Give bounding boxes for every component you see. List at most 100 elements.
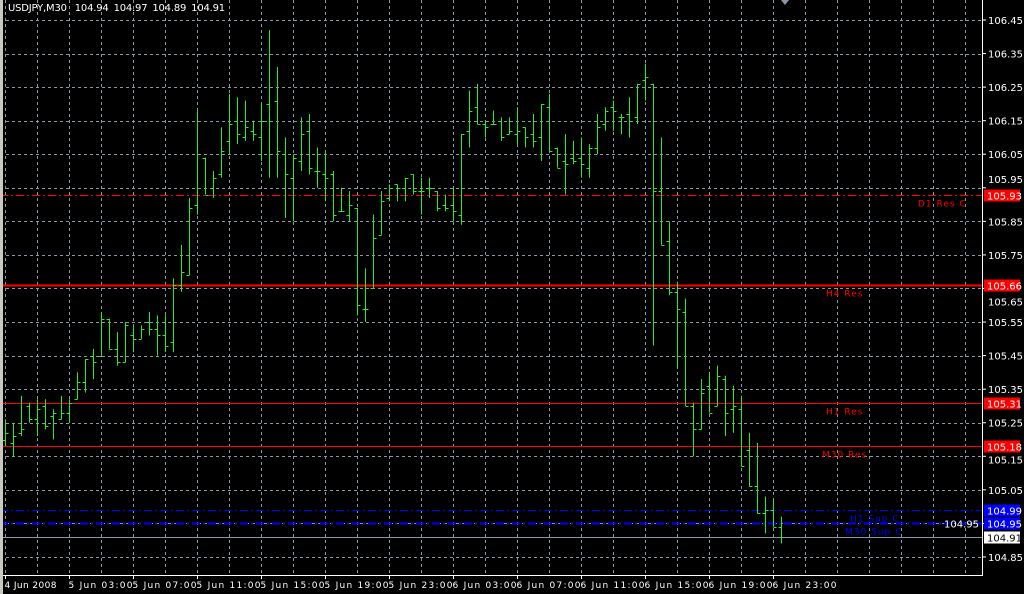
ohlc-bar xyxy=(714,365,721,407)
ohlc-bar xyxy=(426,177,433,198)
ohlc-bar xyxy=(306,113,313,175)
ohlc-bar xyxy=(698,379,705,430)
ohlc-bar xyxy=(90,348,97,380)
ohlc-bar xyxy=(578,137,585,178)
time-label: 5 Jun 03:00 xyxy=(69,581,133,591)
ohlc-bar xyxy=(186,197,193,276)
ohlc-bar xyxy=(434,191,441,212)
ohlc-bar xyxy=(658,137,665,246)
bid-tag-value: 104.91 xyxy=(987,534,1022,545)
ohlc-bar xyxy=(666,221,673,296)
ohlc-bar xyxy=(626,97,633,138)
ohlc-bar xyxy=(634,83,641,125)
ohlc-bar xyxy=(346,191,353,222)
ohlc-bar xyxy=(298,117,305,172)
ohlc-bar xyxy=(234,97,241,145)
ohlc-bar xyxy=(594,113,601,155)
ohlc-bar xyxy=(26,402,33,423)
time-label: 6 Jun 07:00 xyxy=(517,581,581,591)
ohlc-bar xyxy=(250,120,257,141)
ohlc-bar xyxy=(82,358,89,393)
ohlc-bar xyxy=(674,281,681,370)
ohlc-bar xyxy=(242,100,249,141)
time-label: 6 Jun 11:00 xyxy=(581,581,645,591)
ohlc-bar xyxy=(50,409,57,440)
grid xyxy=(0,0,982,575)
price-tag-bg xyxy=(984,397,1020,410)
time-label: 6 Jun 19:00 xyxy=(709,581,773,591)
time-label: 5 Jun 11:00 xyxy=(197,581,261,591)
ohlc-bar xyxy=(114,332,121,366)
chart-header: USDJPY,M30 104.94 104.97 104.89 104.91 xyxy=(8,3,230,14)
level-label: M30 Res xyxy=(822,451,867,461)
ohlc-bar xyxy=(522,127,529,148)
price-tag-value: 104.99 xyxy=(987,507,1022,518)
high-value: 104.97 xyxy=(113,3,148,14)
ohlc-bar xyxy=(642,63,649,101)
ohlc-bar xyxy=(282,137,289,219)
ohlc-bar xyxy=(2,419,9,447)
ohlc-bar xyxy=(722,375,729,437)
close-value: 104.91 xyxy=(191,3,225,14)
time-label: 5 Jun 07:00 xyxy=(133,581,197,591)
price-label: 105.05 xyxy=(988,486,1023,497)
price-label: 105.95 xyxy=(988,175,1023,186)
ohlc-bar xyxy=(506,117,513,135)
ohlc-bar xyxy=(618,113,625,135)
ohlc-bar xyxy=(770,499,777,528)
ohlc-bar xyxy=(98,311,105,357)
ohlc-bar xyxy=(458,134,465,225)
ohlc-bar xyxy=(314,147,321,188)
ohlc-bar xyxy=(474,83,481,125)
ohlc-bar xyxy=(266,30,273,178)
ohlc-bar xyxy=(42,399,49,430)
ohlc-bar xyxy=(394,184,401,202)
time-label: 5 Jun 23:00 xyxy=(389,581,453,591)
ohlc-bar xyxy=(450,187,457,222)
ohlc-bars xyxy=(2,30,785,544)
ohlc-bar xyxy=(378,191,385,236)
ohlc-bar xyxy=(178,244,185,292)
ohlc-bar xyxy=(106,318,113,350)
ohlc-bar xyxy=(562,134,569,195)
ohlc-bar xyxy=(354,207,361,316)
window-left-edge xyxy=(0,0,3,594)
price-label: 105.45 xyxy=(988,352,1023,363)
price-label: 105.15 xyxy=(988,455,1023,466)
ohlc-bar xyxy=(418,177,425,215)
chart-shift-marker-icon[interactable] xyxy=(781,0,789,5)
price-label: 105.65 xyxy=(988,297,1023,308)
price-label: 105.75 xyxy=(988,251,1023,262)
price-tag-value: 105.31 xyxy=(987,400,1022,411)
price-label: 106.05 xyxy=(988,150,1023,161)
price-tag-value: 105.18 xyxy=(987,443,1022,454)
ohlc-bar xyxy=(514,107,521,145)
price-label: 106.45 xyxy=(988,16,1023,27)
ohlc-bar xyxy=(58,395,65,420)
time-label: 6 Jun 15:00 xyxy=(645,581,709,591)
ohlc-bar xyxy=(442,194,449,212)
ohlc-bar xyxy=(762,496,769,534)
ohlc-bar xyxy=(362,268,369,323)
ohlc-bar xyxy=(338,187,345,212)
ohlc-bar xyxy=(538,103,545,161)
symbol-label: USDJPY,M30 xyxy=(8,3,67,14)
ohlc-bar xyxy=(746,432,753,487)
ohlc-bar xyxy=(154,315,161,356)
ohlc-bar xyxy=(482,120,489,138)
price-tag-bg xyxy=(984,189,1020,202)
level-lines: D1 Res C H4 Res H1 Res M30 Res H1 Sup C M30 S… xyxy=(0,195,982,538)
bid-tag-bg xyxy=(984,531,1020,544)
ohlc-bar xyxy=(258,103,265,161)
ohlc-bar xyxy=(162,315,169,353)
ohlc-bar xyxy=(34,399,41,437)
ohlc-bar xyxy=(290,154,297,222)
ohlc-bar xyxy=(410,174,417,195)
price-label: 106.15 xyxy=(988,117,1023,128)
ohlc-bar xyxy=(546,93,553,152)
ohlc-bar xyxy=(122,322,129,363)
ohlc-bar xyxy=(650,83,657,346)
price-tag-value: 104.95 xyxy=(987,520,1022,531)
price-label: 106.35 xyxy=(988,50,1023,61)
